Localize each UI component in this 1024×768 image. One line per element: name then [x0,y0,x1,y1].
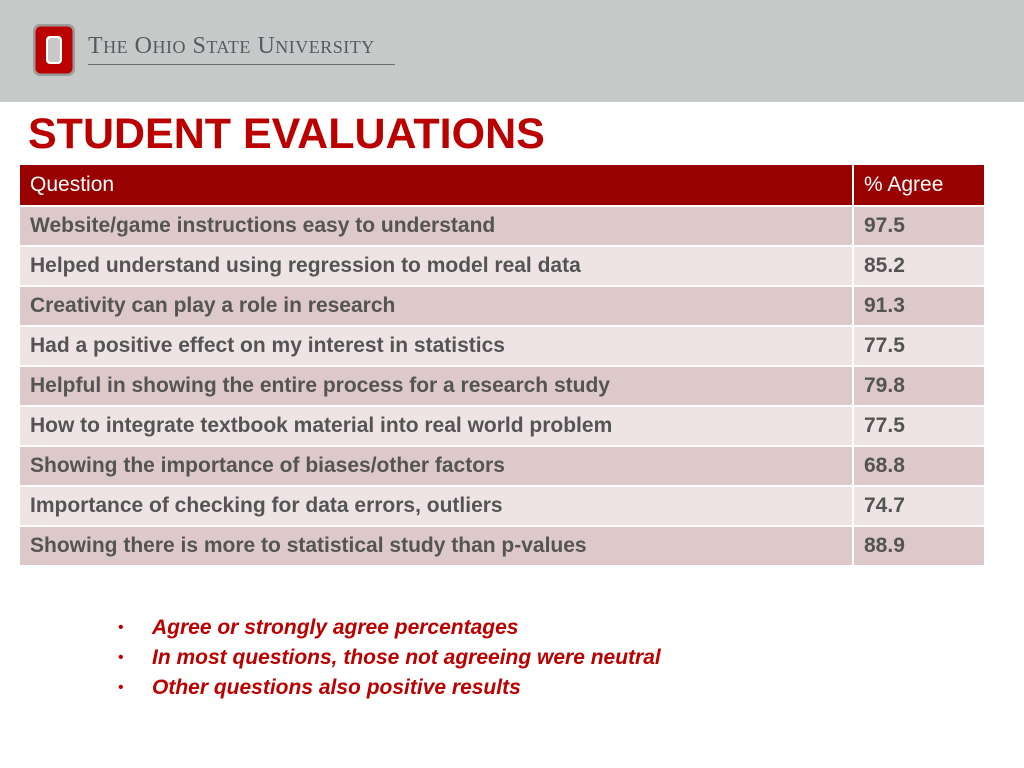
table-row: Showing there is more to statistical stu… [18,525,986,567]
bullet-icon: • [118,649,124,666]
percent-agree-cell: 77.5 [852,405,986,447]
table-row: Helpful in showing the entire process fo… [18,365,986,407]
table-row: Had a positive effect on my interest in … [18,325,986,367]
header-band: THE OHIO STATE UNIVERSITY [0,0,1024,102]
note-text: Agree or strongly agree percentages [152,616,519,639]
question-cell: Website/game instructions easy to unders… [18,205,854,247]
table-row: How to integrate textbook material into … [18,405,986,447]
question-cell: Creativity can play a role in research [18,285,854,327]
table-header-row: Question % Agree [18,165,986,207]
question-cell: Showing the importance of biases/other f… [18,445,854,487]
table-row: Importance of checking for data errors, … [18,485,986,527]
question-cell: Helpful in showing the entire process fo… [18,365,854,407]
column-header-percent-agree: % Agree [852,165,986,207]
percent-agree-cell: 79.8 [852,365,986,407]
note-text: Other questions also positive results [152,676,521,699]
bullet-icon: • [118,619,124,636]
percent-agree-cell: 74.7 [852,485,986,527]
percent-agree-cell: 91.3 [852,285,986,327]
table-row: Helped understand using regression to mo… [18,245,986,287]
list-item: • In most questions, those not agreeing … [118,643,661,673]
percent-agree-cell: 97.5 [852,205,986,247]
table-row: Showing the importance of biases/other f… [18,445,986,487]
question-cell: Importance of checking for data errors, … [18,485,854,527]
column-header-question: Question [18,165,854,207]
block-o-logo-icon [33,24,75,76]
notes-list: • Agree or strongly agree percentages • … [118,613,661,703]
slide-title: STUDENT EVALUATIONS [28,110,545,158]
table-row: Website/game instructions easy to unders… [18,205,986,247]
question-cell: How to integrate textbook material into … [18,405,854,447]
university-word: THE [88,33,129,59]
university-name: THE OHIO STATE UNIVERSITY [88,33,375,60]
percent-agree-cell: 77.5 [852,325,986,367]
question-cell: Helped understand using regression to mo… [18,245,854,287]
university-name-underline [88,64,395,65]
question-cell: Had a positive effect on my interest in … [18,325,854,367]
question-cell: Showing there is more to statistical stu… [18,525,854,567]
list-item: • Other questions also positive results [118,673,661,703]
table-row: Creativity can play a role in research 9… [18,285,986,327]
university-word: STATE [192,33,251,59]
note-text: In most questions, those not agreeing we… [152,646,661,669]
percent-agree-cell: 88.9 [852,525,986,567]
university-word: OHIO [134,33,187,59]
evaluations-table: Question % Agree Website/game instructio… [18,165,986,567]
university-word: UNIVERSITY [257,33,375,59]
percent-agree-cell: 68.8 [852,445,986,487]
percent-agree-cell: 85.2 [852,245,986,287]
list-item: • Agree or strongly agree percentages [118,613,661,643]
bullet-icon: • [118,679,124,696]
